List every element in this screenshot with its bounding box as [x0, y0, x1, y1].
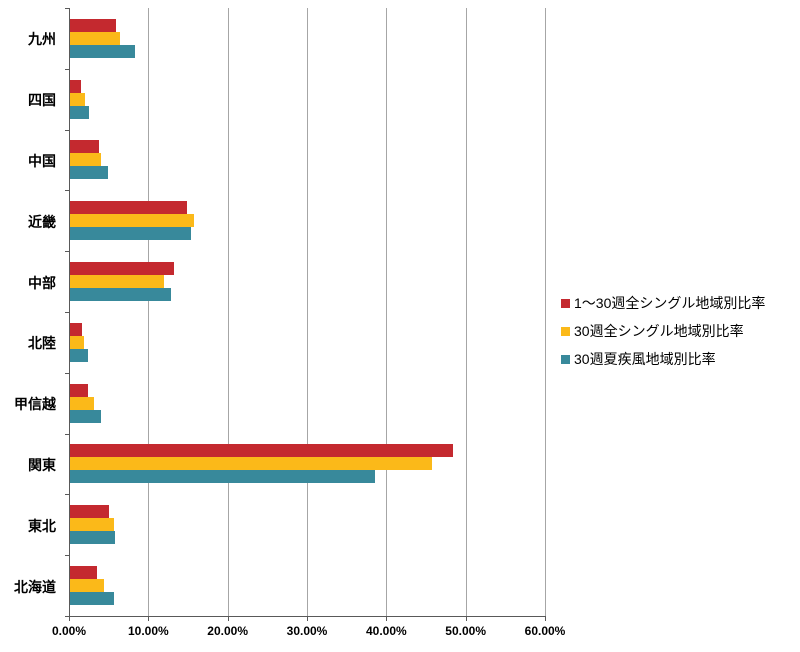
- x-axis-tick: [69, 617, 70, 621]
- y-axis-label: 中部: [28, 274, 56, 291]
- x-axis-tick: [386, 617, 388, 621]
- x-axis-tick-label: 40.00%: [365, 624, 407, 638]
- x-axis-tick-label: 20.00%: [207, 624, 249, 638]
- bar-series1-九州: [70, 18, 116, 32]
- bar-series3-東北: [70, 531, 116, 545]
- legend-item-3: 30週夏疾風地域別比率: [561, 345, 765, 373]
- y-axis-label: 東北: [28, 517, 56, 534]
- bar-series3-四国: [70, 105, 90, 119]
- gridline: [307, 8, 308, 616]
- category-band-5: [70, 251, 546, 312]
- category-band-1: [70, 8, 546, 69]
- y-axis-tick: [65, 190, 70, 192]
- bar-series3-関東: [70, 470, 375, 484]
- x-axis-tick: [227, 617, 229, 621]
- y-axis-label: 甲信越: [14, 396, 56, 413]
- category-band-2: [70, 69, 546, 130]
- y-axis-label: 近畿: [28, 213, 56, 230]
- bar-series2-九州: [70, 31, 120, 45]
- y-axis-label: 北陸: [28, 335, 56, 352]
- x-axis-tick: [545, 617, 546, 621]
- category-band-8: [70, 434, 546, 495]
- legend-label: 1〜30週全シングル地域別比率: [574, 295, 766, 311]
- bar-series3-中国: [70, 166, 109, 180]
- y-axis-tick: [65, 372, 70, 374]
- bar-series2-中部: [70, 275, 164, 289]
- y-axis-tick: [65, 8, 70, 9]
- bar-series1-東北: [70, 505, 109, 519]
- legend-item-2: 30週全シングル地域別比率: [561, 317, 765, 345]
- bar-series2-北陸: [70, 335, 85, 349]
- y-axis-tick: [65, 251, 70, 253]
- legend-item-1: 1〜30週全シングル地域別比率: [561, 289, 765, 317]
- gridline: [545, 8, 546, 616]
- gridline: [386, 8, 388, 616]
- bar-series2-四国: [70, 92, 86, 106]
- y-axis-tick: [65, 312, 70, 313]
- category-band-10: [70, 555, 546, 616]
- gridline: [465, 8, 467, 616]
- category-band-3: [70, 130, 546, 191]
- y-axis-labels: 九州四国中国近畿中部北陸甲信越関東東北北海道: [0, 8, 56, 616]
- bar-series3-近畿: [70, 227, 191, 241]
- bar-series1-北陸: [70, 322, 82, 336]
- bar-series2-北海道: [70, 579, 105, 593]
- y-axis-tick: [65, 433, 70, 435]
- bar-series3-甲信越: [70, 409, 101, 423]
- bar-series3-北陸: [70, 348, 89, 362]
- bar-series3-北海道: [70, 592, 115, 606]
- x-axis-tick: [148, 617, 150, 621]
- x-axis-line: [69, 616, 546, 617]
- bar-series2-東北: [70, 518, 114, 532]
- x-axis-tick-label: 0.00%: [51, 624, 87, 638]
- bar-series1-四国: [70, 79, 82, 93]
- category-band-4: [70, 190, 546, 251]
- y-axis-label: 四国: [28, 92, 56, 109]
- legend-label: 30週夏疾風地域別比率: [574, 351, 716, 367]
- x-axis-tick-label: 60.00%: [524, 624, 566, 638]
- legend-marker-icon: [561, 326, 570, 336]
- category-band-9: [70, 494, 546, 555]
- bar-series1-甲信越: [70, 383, 89, 397]
- gridline: [227, 8, 229, 616]
- bar-series2-甲信越: [70, 396, 94, 410]
- x-axis-tick-label: 10.00%: [127, 624, 169, 638]
- y-axis-tick: [65, 494, 70, 496]
- bar-series2-近畿: [70, 214, 194, 228]
- bar-series2-中国: [70, 153, 101, 167]
- bar-series2-関東: [70, 457, 432, 471]
- bar-series1-北海道: [70, 566, 97, 580]
- x-axis-tick-label: 50.00%: [445, 624, 487, 638]
- x-axis-tick: [465, 617, 467, 621]
- x-axis-tick-label: 30.00%: [286, 624, 328, 638]
- x-axis-tick: [307, 617, 308, 621]
- y-axis-tick: [65, 68, 70, 70]
- y-axis-label: 中国: [28, 153, 56, 169]
- plot-area: [69, 8, 546, 616]
- y-axis-label: 北海道: [14, 578, 56, 595]
- bar-series1-近畿: [70, 201, 188, 215]
- category-band-7: [70, 373, 546, 434]
- y-axis-label: 関東: [28, 457, 56, 473]
- legend-marker-icon: [561, 298, 570, 308]
- bar-series1-中国: [70, 140, 99, 154]
- x-axis-tick-labels: 0.00% 10.00% 20.00% 30.00% 40.00% 50.00% 60.00…: [0, 624, 800, 644]
- legend-marker-icon: [561, 354, 570, 364]
- legend: 1〜30週全シングル地域別比率 30週全シングル地域別比率 30週夏疾風地域別比率: [561, 289, 765, 373]
- y-axis-tick: [65, 555, 70, 557]
- gridline: [148, 8, 150, 616]
- bar-series1-関東: [70, 444, 454, 458]
- bar-series3-九州: [70, 44, 136, 58]
- y-axis-tick: [65, 616, 70, 617]
- legend-label: 30週全シングル地域別比率: [574, 323, 744, 339]
- category-band-6: [70, 312, 546, 373]
- y-axis-tick: [65, 129, 70, 131]
- y-axis-label: 九州: [28, 31, 56, 48]
- bar-series3-中部: [70, 288, 171, 302]
- bar-series1-中部: [70, 262, 174, 276]
